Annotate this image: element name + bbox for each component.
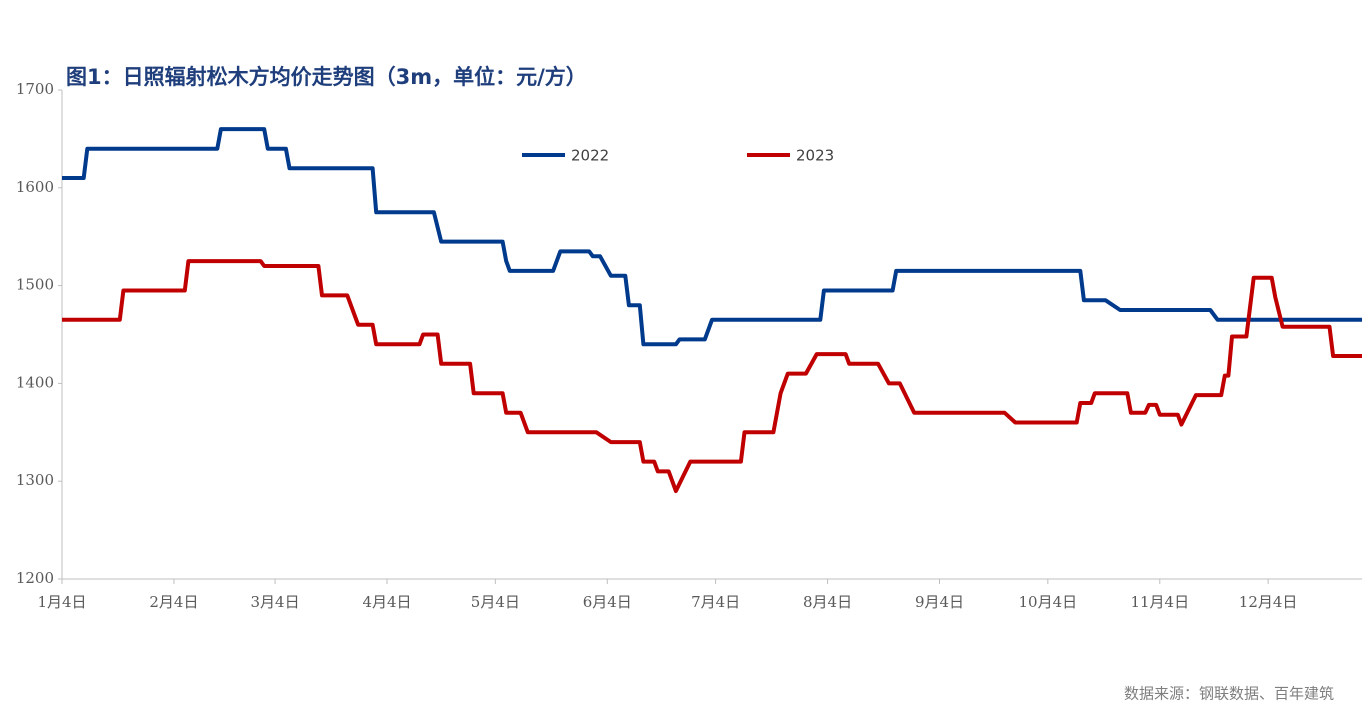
- y-tick-label: 1400: [16, 373, 54, 391]
- x-tick-label: 8月4日: [803, 593, 852, 611]
- y-tick-label: 1300: [16, 471, 54, 489]
- x-tick-label: 5月4日: [471, 593, 520, 611]
- legend-label: 2022: [571, 147, 609, 165]
- x-tick-label: 4月4日: [362, 593, 411, 611]
- series-line: [62, 127, 1362, 347]
- x-tick-label: 9月4日: [915, 593, 964, 611]
- source-note: 数据来源：钢联数据、百年建筑: [1124, 685, 1334, 703]
- y-tick-label: 1200: [16, 569, 54, 587]
- x-tick-label: 2月4日: [149, 593, 198, 611]
- x-tick-label: 11月4日: [1130, 593, 1189, 611]
- x-tick-label: 10月4日: [1019, 593, 1078, 611]
- series-line: [62, 259, 1362, 493]
- x-tick-label: 1月4日: [37, 593, 86, 611]
- legend-label: 2023: [796, 147, 834, 165]
- x-tick-label: 12月4日: [1239, 593, 1298, 611]
- x-tick-label: 3月4日: [251, 593, 300, 611]
- y-tick-label: 1600: [16, 178, 54, 196]
- y-tick-label: 1700: [16, 80, 54, 98]
- chart-title: 图1：日照辐射松木方均价走势图（3m，单位：元/方）: [66, 65, 587, 89]
- y-tick-label: 1500: [16, 276, 54, 294]
- x-tick-label: 7月4日: [691, 593, 740, 611]
- x-tick-label: 6月4日: [583, 593, 632, 611]
